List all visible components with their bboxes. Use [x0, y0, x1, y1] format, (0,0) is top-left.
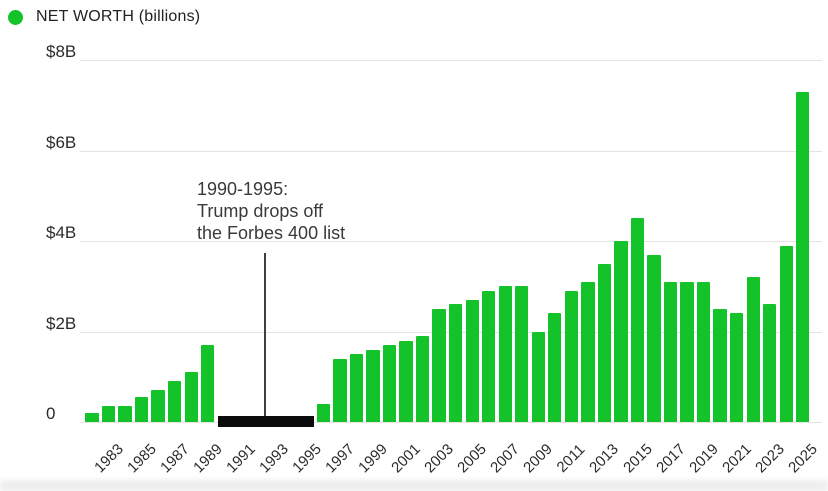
bar-2012: [581, 281, 595, 422]
bar-1984: [118, 406, 132, 422]
bar-1996: [316, 403, 331, 422]
bar-1988: [184, 372, 198, 422]
bar-2002: [415, 336, 430, 422]
bar-1989: [201, 345, 215, 422]
bar-2014: [614, 241, 628, 422]
bar-2013: [597, 263, 612, 422]
bar-2016: [647, 254, 661, 422]
annotation-line-1: 1990-1995:: [197, 179, 289, 199]
annotation-pointer-line: [264, 253, 266, 416]
legend-marker-icon: [8, 9, 23, 25]
bar-2004: [449, 304, 463, 423]
bar-1998: [349, 354, 364, 422]
bar-2017: [663, 281, 678, 422]
legend: NET WORTH (billions): [8, 8, 200, 26]
y-axis-label-0: 0: [46, 404, 56, 423]
y-axis-label-8b: $8B: [46, 42, 77, 61]
bar-2021: [730, 313, 744, 422]
annotation-line-3: the Forbes 400 list: [197, 223, 346, 243]
y-axis-label-6b: $6B: [46, 132, 77, 152]
gridline-4b: [80, 241, 822, 242]
bar-2025: [796, 91, 810, 422]
bar-2019: [696, 281, 711, 422]
bar-2011: [564, 290, 579, 422]
annotation-line-2: Trump drops off: [197, 201, 324, 221]
bar-2010: [548, 313, 562, 422]
bar-2000: [382, 345, 397, 422]
bar-2022: [746, 277, 760, 422]
gridline-8b: [80, 60, 822, 61]
legend-label: NET WORTH (billions): [36, 8, 201, 25]
bar-2005: [465, 299, 479, 422]
bar-2023: [763, 304, 777, 423]
bar-1997: [333, 358, 347, 422]
bar-1982: [85, 412, 99, 422]
gridline-0: [80, 422, 822, 423]
bar-2006: [482, 290, 496, 422]
bar-2024: [779, 245, 793, 422]
bar-1999: [366, 349, 380, 422]
bar-2003: [432, 308, 446, 422]
bar-2007: [498, 286, 512, 423]
bar-2018: [680, 281, 694, 422]
y-axis-label-2b: $2B: [46, 313, 77, 333]
bar-1983: [101, 406, 116, 422]
gridline-6b: [80, 150, 822, 152]
bar-2001: [399, 340, 413, 423]
bar-1986: [151, 390, 165, 422]
bar-2015: [630, 218, 645, 422]
bar-1987: [168, 381, 182, 422]
y-axis-label-4b: $4B: [46, 223, 77, 242]
gap-bar-1990-1995: [217, 416, 314, 427]
bottom-divider: [0, 480, 828, 491]
bar-1985: [134, 397, 149, 422]
bar-2020: [713, 308, 727, 422]
bar-2008: [515, 286, 529, 423]
annotation-text: 1990-1995: Trump drops off the Forbes 40…: [197, 178, 345, 244]
bar-2009: [531, 331, 545, 422]
